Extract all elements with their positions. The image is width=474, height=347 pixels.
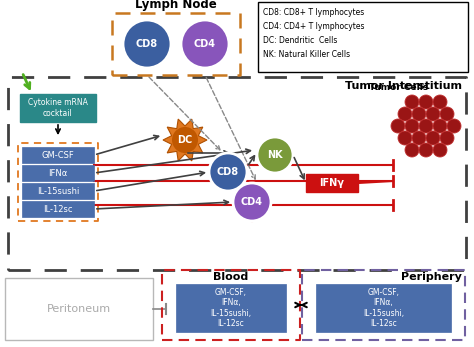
Text: Tumor Interstitium: Tumor Interstitium [345, 81, 462, 91]
Text: Tumor Cells: Tumor Cells [369, 83, 428, 92]
Circle shape [440, 107, 454, 121]
Circle shape [433, 119, 447, 133]
Circle shape [433, 95, 447, 109]
Circle shape [412, 131, 426, 145]
Circle shape [412, 107, 426, 121]
FancyBboxPatch shape [22, 165, 94, 181]
Text: CD8: CD8 [136, 39, 158, 49]
Circle shape [391, 119, 405, 133]
Circle shape [181, 20, 229, 68]
Circle shape [209, 153, 247, 191]
Circle shape [405, 95, 419, 109]
Circle shape [123, 20, 171, 68]
Text: CD4: CD4 [194, 39, 216, 49]
Circle shape [398, 131, 412, 145]
Text: NK: Natural Killer Cells: NK: Natural Killer Cells [263, 50, 350, 59]
Text: Peritoneum: Peritoneum [47, 304, 111, 314]
Text: Lymph Node: Lymph Node [135, 0, 217, 11]
Circle shape [419, 95, 433, 109]
FancyBboxPatch shape [22, 147, 94, 163]
Text: IL-12sc: IL-12sc [43, 204, 73, 213]
Circle shape [426, 107, 440, 121]
Text: GM-CSF,
IFNα,
IL-15sushi,
IL-12sc: GM-CSF, IFNα, IL-15sushi, IL-12sc [363, 288, 404, 328]
Circle shape [419, 119, 433, 133]
Text: Periphery: Periphery [401, 272, 462, 282]
Text: CD4: CD4 [241, 197, 263, 207]
Text: IFNα: IFNα [48, 169, 68, 178]
Text: GM-CSF,
IFNα,
IL-15sushi,
IL-12sc: GM-CSF, IFNα, IL-15sushi, IL-12sc [210, 288, 252, 328]
Text: NK: NK [267, 150, 283, 160]
FancyBboxPatch shape [5, 278, 153, 340]
Text: IFNγ: IFNγ [319, 178, 345, 188]
Text: CD4: CD4+ T lymphocytes: CD4: CD4+ T lymphocytes [263, 22, 365, 31]
Circle shape [405, 143, 419, 157]
Circle shape [257, 137, 293, 173]
Text: GM-CSF: GM-CSF [42, 151, 74, 160]
FancyBboxPatch shape [258, 2, 468, 72]
Text: IL-15sushi: IL-15sushi [37, 186, 79, 195]
Text: DC: Dendritic  Cells: DC: Dendritic Cells [263, 35, 337, 44]
Polygon shape [163, 119, 207, 161]
Circle shape [447, 119, 461, 133]
Text: CD8: CD8 [217, 167, 239, 177]
Circle shape [433, 143, 447, 157]
Circle shape [405, 119, 419, 133]
Text: DC: DC [177, 135, 192, 145]
Circle shape [419, 143, 433, 157]
FancyBboxPatch shape [20, 94, 96, 122]
FancyBboxPatch shape [306, 174, 358, 192]
Text: Cytokine mRNA
cocktail: Cytokine mRNA cocktail [28, 98, 88, 118]
Circle shape [426, 131, 440, 145]
Circle shape [398, 107, 412, 121]
FancyBboxPatch shape [22, 183, 94, 199]
FancyBboxPatch shape [176, 284, 286, 332]
Text: Blood: Blood [213, 272, 249, 282]
FancyBboxPatch shape [316, 284, 451, 332]
Circle shape [172, 127, 198, 153]
Circle shape [233, 183, 271, 221]
Text: CD8: CD8+ T lymphocytes: CD8: CD8+ T lymphocytes [263, 8, 364, 17]
Circle shape [440, 131, 454, 145]
FancyBboxPatch shape [22, 201, 94, 217]
